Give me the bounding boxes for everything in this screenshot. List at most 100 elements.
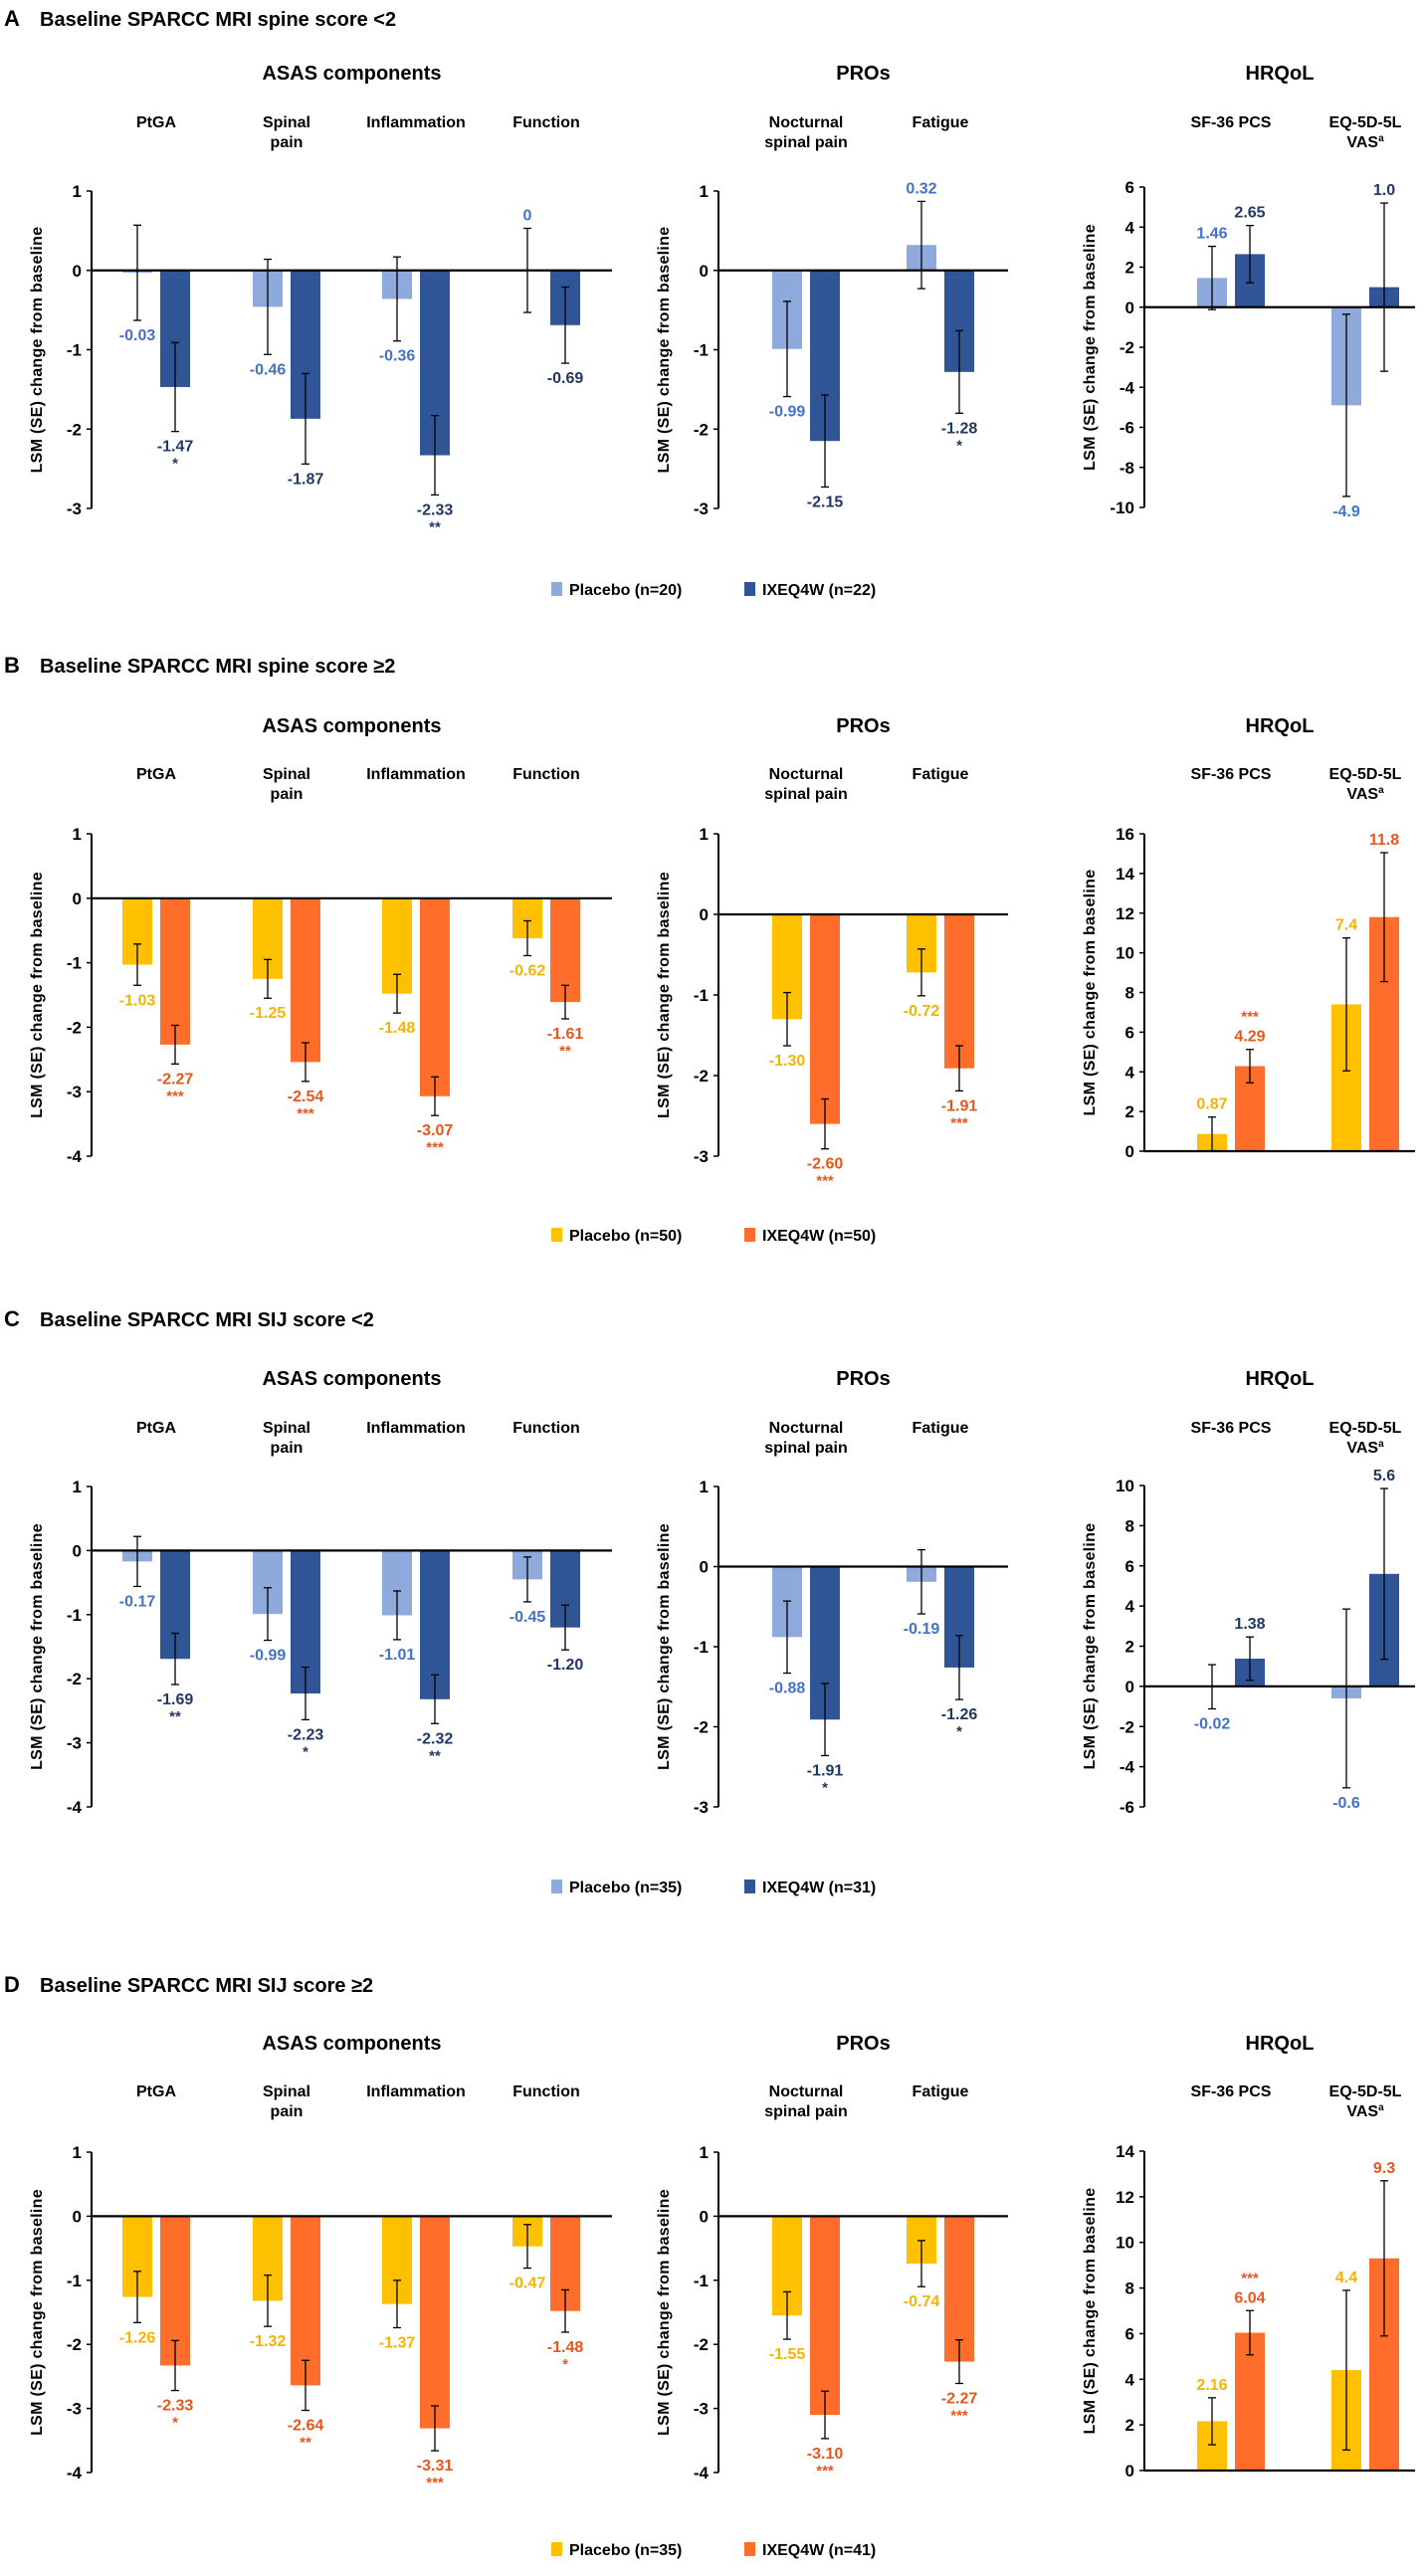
y-tick-label: -2 xyxy=(67,1018,82,1037)
group-title: ASAS components xyxy=(262,1368,441,1390)
group-title: HRQoL xyxy=(1246,715,1315,737)
y-tick-label: 1 xyxy=(73,2143,82,2162)
y-axis-label: LSM (SE) change from baseline xyxy=(29,1523,46,1770)
data-label: -0.36 xyxy=(379,348,416,365)
bar-ixeq4w xyxy=(160,897,190,1045)
category-label: Spinal pain xyxy=(263,114,310,151)
data-label: -2.27 xyxy=(941,2390,978,2407)
significance-marker: *** xyxy=(950,1114,968,1131)
data-label: -1.20 xyxy=(547,1657,584,1674)
panel-a: A Baseline SPARCC MRI spine score <2 ASAS … xyxy=(4,6,1415,599)
group-title: ASAS components xyxy=(262,63,441,85)
data-label: -1.87 xyxy=(288,471,324,488)
significance-marker: *** xyxy=(816,2463,834,2479)
y-tick-label: 1 xyxy=(73,182,82,201)
y-tick-label: 8 xyxy=(1125,984,1134,1003)
data-label: 0.87 xyxy=(1196,1096,1227,1113)
data-label: -0.19 xyxy=(904,1621,940,1638)
y-axis-label: LSM (SE) change from baseline xyxy=(29,2189,46,2436)
y-tick-label: -1 xyxy=(694,986,709,1005)
data-label: -1.30 xyxy=(769,1053,806,1070)
significance-marker: *** xyxy=(1241,2270,1259,2286)
legend-label: IXEQ4W (n=41) xyxy=(762,2542,876,2559)
y-tick-label: 4 xyxy=(1125,2370,1135,2389)
y-tick-label: 8 xyxy=(1125,2279,1134,2298)
y-tick-label: 12 xyxy=(1116,904,1134,923)
data-label: 0.32 xyxy=(906,180,936,197)
significance-marker: ** xyxy=(300,2435,311,2452)
data-label: -0.72 xyxy=(904,1003,940,1020)
bar-ixeq4w xyxy=(420,2216,450,2429)
data-label: -1.91 xyxy=(941,1097,978,1114)
y-tick-label: 0 xyxy=(1125,1678,1134,1696)
chart-group-asas-components: ASAS components 1 0 -1 -2 -3 LSM (SE) change f… xyxy=(29,63,612,535)
y-axis-label: LSM (SE) change from baseline xyxy=(1082,870,1099,1116)
category-label: EQ-5D-5L VASa xyxy=(1329,2083,1402,2120)
data-label: -3.31 xyxy=(417,2458,454,2475)
data-label: -0.74 xyxy=(904,2293,940,2310)
bar-ixeq4w xyxy=(944,2216,974,2362)
legend-swatch-ixe xyxy=(744,1228,755,1242)
y-tick-label: -6 xyxy=(1120,1798,1134,1817)
y-tick-label: -4 xyxy=(1120,1758,1135,1777)
legend-swatch-ixe xyxy=(744,2542,755,2556)
y-axis-label: LSM (SE) change from baseline xyxy=(1082,2188,1099,2435)
data-label: -1.55 xyxy=(769,2346,806,2363)
y-tick-label: 2 xyxy=(1125,259,1134,278)
category-label: Nocturnal spinal pain xyxy=(764,1420,848,1457)
panel-title: Baseline SPARCC MRI SIJ score <2 xyxy=(40,1309,374,1331)
y-tick-label: -2 xyxy=(694,1067,709,1086)
y-tick-label: 4 xyxy=(1125,1063,1135,1082)
chart-group-asas-components: ASAS components 1 0 -1 -2 -3 -4 LSM (SE) change… xyxy=(29,715,612,1166)
category-label: Fatigue xyxy=(913,2083,969,2100)
data-label: -1.25 xyxy=(250,1005,287,1022)
significance-marker: * xyxy=(562,2356,568,2373)
significance-marker: ** xyxy=(429,1747,441,1764)
category-label: PtGA xyxy=(136,1420,176,1437)
data-label: -1.37 xyxy=(379,2334,416,2351)
data-label: -3.10 xyxy=(807,2446,844,2463)
y-tick-label: 0 xyxy=(73,1541,82,1560)
y-tick-label: -2 xyxy=(694,420,709,439)
data-label: 6.04 xyxy=(1234,2289,1265,2306)
y-tick-label: 0 xyxy=(1125,2462,1134,2480)
y-tick-label: 6 xyxy=(1125,178,1134,197)
data-label: 2.65 xyxy=(1234,205,1265,222)
category-label: Inflammation xyxy=(366,2083,466,2100)
y-tick-label: -3 xyxy=(694,1798,709,1817)
category-label: Fatigue xyxy=(913,1420,969,1437)
legend-label: IXEQ4W (n=22) xyxy=(762,582,876,599)
panel-b: B Baseline SPARCC MRI spine score ≥2 ASAS … xyxy=(4,653,1415,1245)
y-tick-label: 14 xyxy=(1116,2142,1134,2161)
data-label: 4.29 xyxy=(1234,1029,1265,1046)
category-label: SF-36 PCS xyxy=(1191,2083,1272,2100)
data-label: -2.60 xyxy=(807,1156,844,1173)
category-label: Spinal pain xyxy=(263,766,310,803)
data-label: -1.48 xyxy=(379,1020,416,1037)
y-tick-label: -6 xyxy=(1120,419,1134,438)
significance-marker: * xyxy=(172,456,178,473)
y-tick-label: 4 xyxy=(1125,1597,1135,1616)
data-label: -1.91 xyxy=(807,1762,844,1779)
significance-marker: * xyxy=(172,2415,178,2432)
legend-label: Placebo (n=20) xyxy=(569,582,682,599)
significance-marker: *** xyxy=(166,1088,184,1104)
legend: Placebo (n=35) IXEQ4W (n=31) xyxy=(551,1880,876,1896)
y-tick-label: -2 xyxy=(694,1718,709,1737)
category-label: PtGA xyxy=(136,2083,176,2100)
y-axis-label: LSM (SE) change from baseline xyxy=(656,2189,673,2436)
legend-label: Placebo (n=50) xyxy=(569,1228,682,1245)
bar-ixeq4w xyxy=(1235,2332,1265,2471)
significance-marker: * xyxy=(956,1723,962,1740)
y-tick-label: -1 xyxy=(694,341,709,360)
data-label: 9.3 xyxy=(1373,2160,1395,2177)
significance-marker: * xyxy=(303,1743,308,1760)
significance-marker: *** xyxy=(426,1139,444,1156)
y-tick-label: -8 xyxy=(1120,459,1134,478)
group-title: ASAS components xyxy=(262,2033,441,2055)
group-title: HRQoL xyxy=(1246,63,1315,85)
y-tick-label: -3 xyxy=(694,1147,709,1166)
legend-label: Placebo (n=35) xyxy=(569,2542,682,2559)
y-tick-label: 0 xyxy=(700,905,709,924)
data-label: -4.9 xyxy=(1332,503,1360,520)
